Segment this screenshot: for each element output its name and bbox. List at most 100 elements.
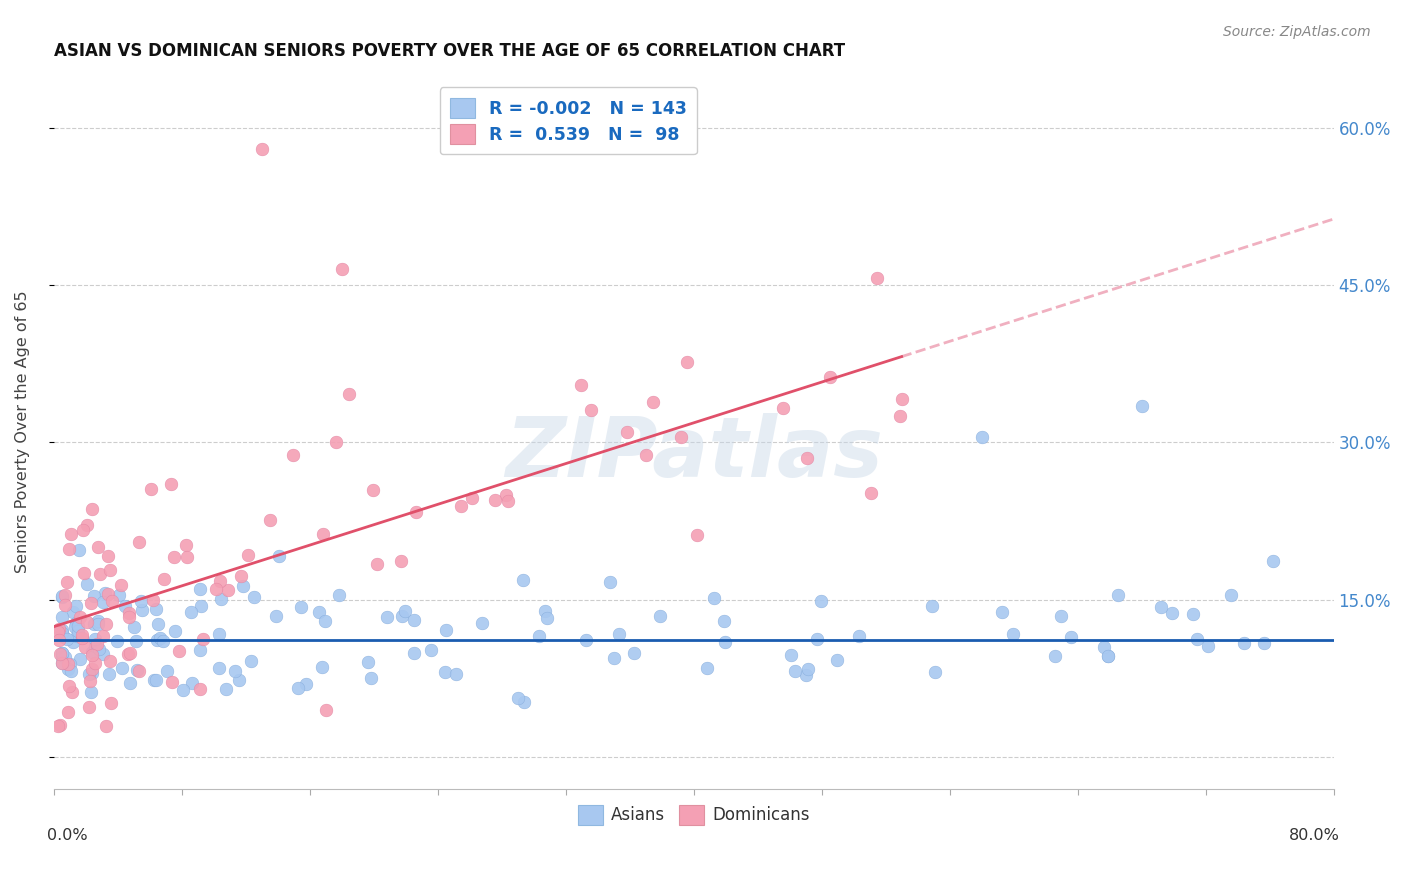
- Point: [69, 610, 91, 624]
- Point: [84, 657, 107, 671]
- Point: [921, 599, 943, 614]
- Point: [970, 430, 993, 444]
- Point: [924, 665, 946, 680]
- Point: [53, 598, 76, 612]
- Point: [91, 629, 114, 643]
- Point: [229, 569, 252, 583]
- Point: [153, 572, 176, 586]
- Point: [796, 450, 818, 465]
- Point: [86, 614, 108, 628]
- Point: [167, 644, 190, 658]
- Point: [308, 606, 330, 620]
- Point: [188, 643, 211, 657]
- Point: [890, 392, 912, 407]
- Point: [209, 592, 232, 607]
- Point: [314, 614, 336, 628]
- Point: [76, 517, 98, 532]
- Point: [129, 594, 152, 608]
- Point: [96, 617, 118, 632]
- Point: [143, 673, 166, 688]
- Point: [100, 696, 122, 710]
- Point: [65, 599, 87, 614]
- Point: [224, 665, 246, 679]
- Point: [145, 602, 167, 616]
- Point: [780, 648, 803, 662]
- Point: [120, 675, 142, 690]
- Point: [79, 596, 101, 610]
- Point: [48, 632, 70, 647]
- Point: [172, 683, 194, 698]
- Point: [217, 583, 239, 598]
- Point: [62, 606, 84, 620]
- Point: [328, 588, 350, 602]
- Point: [434, 623, 457, 637]
- Point: [48, 625, 70, 640]
- Point: [1219, 587, 1241, 601]
- Point: [287, 681, 309, 695]
- Point: [97, 587, 120, 601]
- Point: [51, 589, 73, 603]
- Point: [1001, 627, 1024, 641]
- Point: [534, 604, 557, 618]
- Point: [79, 674, 101, 689]
- Point: [77, 700, 100, 714]
- Point: [51, 591, 73, 605]
- Point: [703, 591, 725, 605]
- Point: [162, 674, 184, 689]
- Point: [250, 142, 273, 156]
- Point: [59, 657, 82, 671]
- Point: [69, 652, 91, 666]
- Point: [484, 493, 506, 508]
- Point: [1198, 640, 1220, 654]
- Point: [82, 502, 104, 516]
- Point: [599, 575, 621, 590]
- Point: [56, 657, 79, 672]
- Point: [675, 355, 697, 369]
- Point: [51, 646, 73, 660]
- Point: [1045, 649, 1067, 664]
- Point: [110, 578, 132, 592]
- Point: [394, 604, 416, 618]
- Point: [56, 574, 79, 589]
- Point: [188, 582, 211, 597]
- Point: [636, 448, 658, 462]
- Point: [73, 566, 96, 581]
- Point: [810, 594, 832, 608]
- Point: [1097, 648, 1119, 663]
- Text: ASIAN VS DOMINICAN SENIORS POVERTY OVER THE AGE OF 65 CORRELATION CHART: ASIAN VS DOMINICAN SENIORS POVERTY OVER …: [53, 42, 845, 60]
- Point: [513, 695, 536, 709]
- Point: [128, 664, 150, 678]
- Point: [87, 641, 110, 656]
- Point: [575, 632, 598, 647]
- Point: [76, 577, 98, 591]
- Point: [142, 593, 165, 607]
- Point: [53, 649, 76, 664]
- Point: [131, 603, 153, 617]
- Point: [527, 629, 550, 643]
- Point: [267, 549, 290, 564]
- Point: [117, 647, 139, 661]
- Point: [160, 477, 183, 491]
- Point: [145, 633, 167, 648]
- Point: [579, 403, 602, 417]
- Point: [450, 499, 472, 513]
- Point: [48, 623, 70, 637]
- Point: [696, 660, 718, 674]
- Point: [859, 486, 882, 500]
- Point: [1233, 636, 1256, 650]
- Y-axis label: Seniors Poverty Over the Age of 65: Seniors Poverty Over the Age of 65: [15, 291, 30, 574]
- Point: [232, 579, 254, 593]
- Point: [125, 633, 148, 648]
- Point: [208, 660, 231, 674]
- Point: [118, 646, 141, 660]
- Point: [290, 599, 312, 614]
- Point: [190, 599, 212, 614]
- Point: [806, 632, 828, 646]
- Point: [433, 665, 456, 679]
- Point: [58, 542, 80, 557]
- Point: [75, 640, 97, 655]
- Point: [827, 652, 849, 666]
- Point: [357, 655, 380, 669]
- Point: [93, 586, 115, 600]
- Point: [51, 647, 73, 661]
